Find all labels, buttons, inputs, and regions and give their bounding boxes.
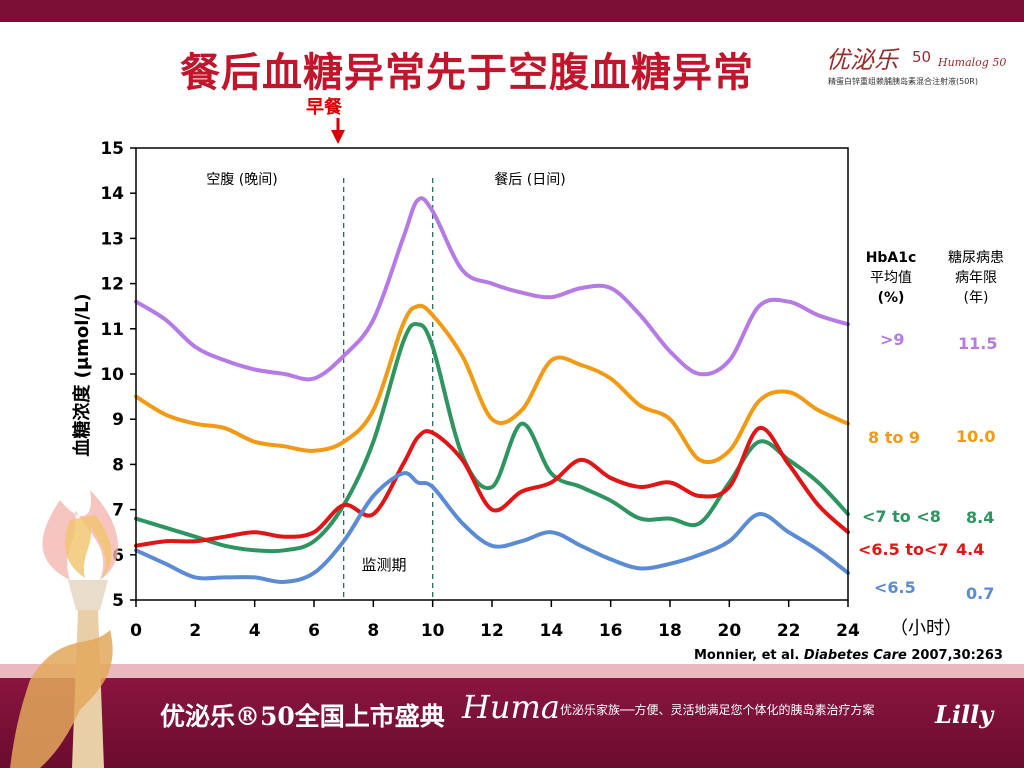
legend-duration-3: 8.4 [966,508,995,527]
legend-hba1c-4: <6.5 to<7 [858,540,949,559]
page-title: 餐后血糖异常先于空腹血糖异常 [180,49,754,96]
banner-title: 优泌乐®50全国上市盛典 [160,702,445,731]
legend-hba1c-2: 8 to 9 [868,428,921,447]
x-tick-label-6: 6 [308,621,320,641]
x-tick-label-12: 12 [480,621,504,641]
x-tick-label-0: 0 [130,621,142,641]
legend-duration-4: 4.4 [956,540,985,559]
y-tick-label-6: 6 [112,546,124,566]
y-tick-label-11: 11 [100,320,124,340]
y-axis-label: 血糖浓度 (μmol/L) [71,293,93,456]
duration-header-line2: 病年限 [955,270,997,286]
legend-hba1c-5: <6.5 [874,578,916,597]
breakfast-arrow-head [331,130,345,144]
brand-subtitle: 精蛋白锌重组赖脯胰岛素混合注射液(50R) [828,77,978,86]
y-tick-label-7: 7 [112,501,124,521]
legend-duration-2: 10.0 [956,427,996,446]
brand-logo-number: 50 [912,48,931,66]
citation-authors: Monnier, et al. [694,648,800,663]
hba1c-header-line3: (%) [877,290,905,306]
citation-journal: Diabetes Care [803,648,907,663]
breakfast-label: 早餐 [306,97,342,118]
x-tick-label-18: 18 [658,621,682,641]
y-tick-label-5: 5 [112,591,124,611]
citation-detail: 2007,30:263 [911,648,1003,663]
y-tick-label-14: 14 [100,184,124,204]
series-line-5 [134,471,850,584]
hba1c-header: HbA1c 平均值 (%) [856,248,926,308]
banner-huma-logo: Huma [462,688,560,726]
x-tick-label-4: 4 [249,621,261,641]
legend-hba1c-1: >9 [880,330,905,349]
annotation-fasting: 空腹 (晚间) [206,171,277,188]
annotation-postprandial: 餐后 (日间) [494,172,565,188]
hba1c-header-line2: 平均值 [870,270,912,286]
legend-duration-5: 0.7 [966,584,995,603]
series-line-2 [134,303,850,465]
brand-logo-script: Humalog 50 [937,56,1006,69]
y-tick-label-15: 15 [100,139,124,159]
series-line-4 [134,426,850,548]
x-tick-label-8: 8 [367,621,379,641]
banner-tagline: 优泌乐家族──方便、灵活地满足您个体化的胰岛素治疗方案 [560,703,875,717]
x-tick-label-2: 2 [189,621,201,641]
y-tick-label-12: 12 [100,275,124,295]
torch-icon [10,490,119,768]
x-tick-label-24: 24 [836,621,860,641]
legend-duration-1: 11.5 [958,334,998,353]
top-bar [0,0,1024,22]
y-tick-label-9: 9 [112,410,124,430]
duration-header: 糖尿病患 病年限 (年) [934,248,1018,308]
duration-header-line3: (年) [963,290,989,306]
annotation-monitoring: 监测期 [361,556,406,574]
series-line-1 [134,196,850,382]
x-tick-label-16: 16 [599,621,623,641]
brand-logo-text: 优泌乐 [826,46,900,74]
hba1c-header-line1: HbA1c [865,250,917,266]
citation: Monnier, et al. Diabetes Care 2007,30:26… [694,648,1003,663]
x-tick-label-22: 22 [777,621,801,641]
y-tick-label-13: 13 [100,229,124,249]
lilly-logo: Lilly [935,700,994,729]
x-tick-label-20: 20 [717,621,741,641]
duration-header-line1: 糖尿病患 [948,250,1004,266]
x-tick-label-10: 10 [421,621,445,641]
y-tick-label-10: 10 [100,365,124,385]
hours-label: （小时） [890,618,962,639]
legend-hba1c-3: <7 to <8 [862,507,941,526]
bottom-banner [0,664,1024,768]
y-tick-label-8: 8 [112,455,124,475]
brand-logo: 优泌乐 50 Humalog 50 [826,46,1006,74]
x-tick-label-14: 14 [539,621,563,641]
